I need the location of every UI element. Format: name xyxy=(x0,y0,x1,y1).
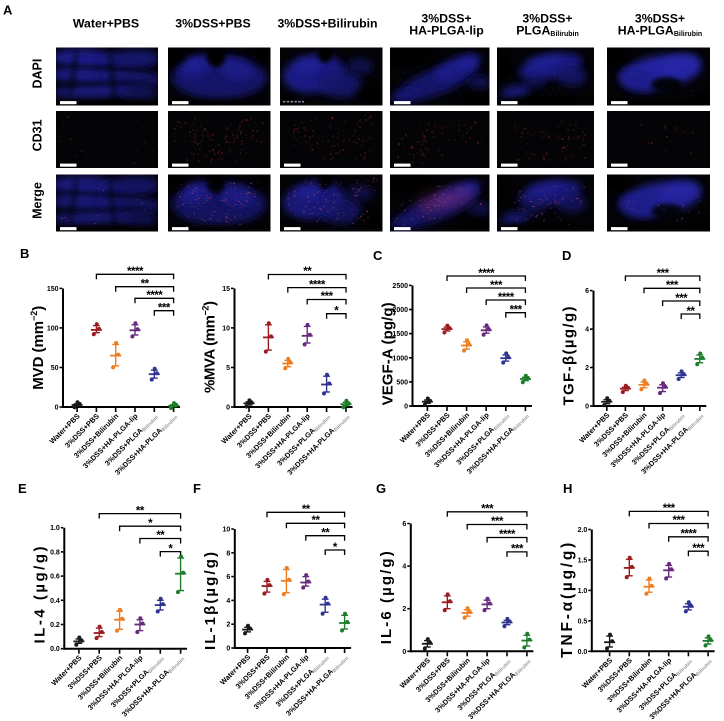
svg-text:Water+PBS: Water+PBS xyxy=(73,17,139,31)
svg-text:**: ** xyxy=(136,505,145,517)
svg-text:***: *** xyxy=(510,304,523,316)
svg-text:IL-1β(µg/g): IL-1β(µg/g) xyxy=(202,552,219,650)
svg-text:***: *** xyxy=(481,504,494,516)
svg-text:0: 0 xyxy=(226,405,230,412)
svg-text:****: **** xyxy=(146,290,163,302)
svg-text:D: D xyxy=(562,248,571,263)
svg-text:0.0: 0.0 xyxy=(578,649,588,656)
svg-text:150: 150 xyxy=(47,286,59,293)
svg-text:****: **** xyxy=(680,529,697,541)
svg-text:0: 0 xyxy=(402,649,406,656)
svg-text:**: ** xyxy=(687,306,696,318)
svg-text:DAPI: DAPI xyxy=(31,59,45,89)
svg-text:C: C xyxy=(373,248,383,263)
svg-text:4: 4 xyxy=(585,327,589,334)
svg-text:%MVA (mm−2): %MVA (mm−2) xyxy=(201,301,219,393)
svg-text:**: ** xyxy=(303,266,312,278)
svg-text:E: E xyxy=(18,481,27,496)
svg-text:***: *** xyxy=(675,293,688,305)
svg-text:2: 2 xyxy=(585,365,589,372)
svg-text:***: *** xyxy=(666,280,679,292)
svg-text:***: *** xyxy=(158,302,171,314)
svg-text:1.5: 1.5 xyxy=(578,558,588,565)
svg-text:0.0: 0.0 xyxy=(50,646,60,653)
svg-text:1500: 1500 xyxy=(392,331,408,338)
svg-text:***: *** xyxy=(692,543,705,555)
svg-text:****: **** xyxy=(478,268,495,280)
svg-text:HA-PLGA-lip: HA-PLGA-lip xyxy=(409,24,483,38)
svg-text:10: 10 xyxy=(223,527,231,534)
svg-text:3%DSS+PBS: 3%DSS+PBS xyxy=(175,17,251,31)
svg-text:0: 0 xyxy=(404,404,408,411)
svg-text:6: 6 xyxy=(585,288,589,295)
svg-text:0: 0 xyxy=(55,405,59,412)
svg-text:1000: 1000 xyxy=(392,355,408,362)
svg-text:*: * xyxy=(168,543,173,555)
svg-text:****: **** xyxy=(499,529,516,541)
svg-text:***: *** xyxy=(511,544,524,556)
svg-text:3%DSS+: 3%DSS+ xyxy=(522,12,572,26)
svg-text:**: ** xyxy=(302,504,311,516)
svg-text:**: ** xyxy=(312,515,321,527)
svg-text:****: **** xyxy=(309,279,326,291)
svg-text:B: B xyxy=(20,246,29,261)
svg-text:*: * xyxy=(333,542,338,554)
svg-text:0.5: 0.5 xyxy=(578,618,588,625)
svg-text:***: *** xyxy=(673,515,686,527)
svg-text:HA-PLGABilirubin: HA-PLGABilirubin xyxy=(618,24,702,39)
svg-text:2000: 2000 xyxy=(392,307,408,314)
svg-text:0.8: 0.8 xyxy=(50,549,60,556)
svg-text:***: *** xyxy=(663,503,676,515)
svg-text:***: *** xyxy=(490,280,503,292)
svg-text:CD31: CD31 xyxy=(31,119,45,151)
svg-text:TNF-α(µg/g): TNF-α(µg/g) xyxy=(559,543,576,658)
svg-text:1.0: 1.0 xyxy=(578,588,588,595)
svg-text:0: 0 xyxy=(226,646,230,653)
svg-text:2500: 2500 xyxy=(392,283,408,290)
svg-text:***: *** xyxy=(321,291,334,303)
svg-text:0.6: 0.6 xyxy=(50,574,60,581)
svg-text:1.0: 1.0 xyxy=(50,525,60,532)
svg-text:4: 4 xyxy=(402,564,406,571)
svg-text:**: ** xyxy=(141,278,150,290)
svg-text:***: *** xyxy=(657,268,670,280)
svg-text:3%DSS+: 3%DSS+ xyxy=(421,12,471,26)
svg-text:100: 100 xyxy=(47,325,59,332)
svg-text:0: 0 xyxy=(585,404,589,411)
svg-text:MVD (mm−2): MVD (mm−2) xyxy=(29,306,47,390)
svg-text:A: A xyxy=(3,3,13,18)
svg-text:****: **** xyxy=(127,266,144,278)
svg-text:VEGF-A (pg/g): VEGF-A (pg/g) xyxy=(380,302,397,405)
svg-text:50: 50 xyxy=(51,365,59,372)
svg-text:2: 2 xyxy=(226,622,230,629)
svg-text:PLGABilirubin: PLGABilirubin xyxy=(516,24,579,39)
svg-text:8: 8 xyxy=(226,550,230,557)
svg-text:IL-4 (µg/g): IL-4 (µg/g) xyxy=(31,547,48,644)
svg-text:***: *** xyxy=(491,516,504,528)
svg-text:15: 15 xyxy=(222,286,230,293)
svg-text:0.4: 0.4 xyxy=(50,598,60,605)
svg-text:G: G xyxy=(376,481,386,496)
svg-text:0.2: 0.2 xyxy=(50,622,60,629)
svg-text:3%DSS+: 3%DSS+ xyxy=(635,12,685,26)
svg-text:4: 4 xyxy=(226,598,230,605)
svg-text:5: 5 xyxy=(226,365,230,372)
svg-text:**: ** xyxy=(321,528,330,540)
svg-text:Merge: Merge xyxy=(31,182,45,219)
svg-text:IL-6 (µg/g): IL-6 (µg/g) xyxy=(378,551,395,644)
svg-text:**: ** xyxy=(156,530,165,542)
svg-text:2.0: 2.0 xyxy=(578,527,588,534)
svg-text:2: 2 xyxy=(402,606,406,613)
svg-text:3%DSS+Bilirubin: 3%DSS+Bilirubin xyxy=(277,17,377,31)
svg-text:*: * xyxy=(334,305,339,317)
svg-text:TGF-β(µg/g): TGF-β(µg/g) xyxy=(561,307,578,406)
svg-text:*: * xyxy=(148,518,153,530)
svg-text:F: F xyxy=(193,481,201,496)
svg-text:500: 500 xyxy=(396,379,408,386)
svg-text:6: 6 xyxy=(402,521,406,528)
svg-text:H: H xyxy=(563,481,572,496)
svg-text:****: **** xyxy=(498,292,515,304)
svg-text:6: 6 xyxy=(226,574,230,581)
svg-text:10: 10 xyxy=(222,325,230,332)
